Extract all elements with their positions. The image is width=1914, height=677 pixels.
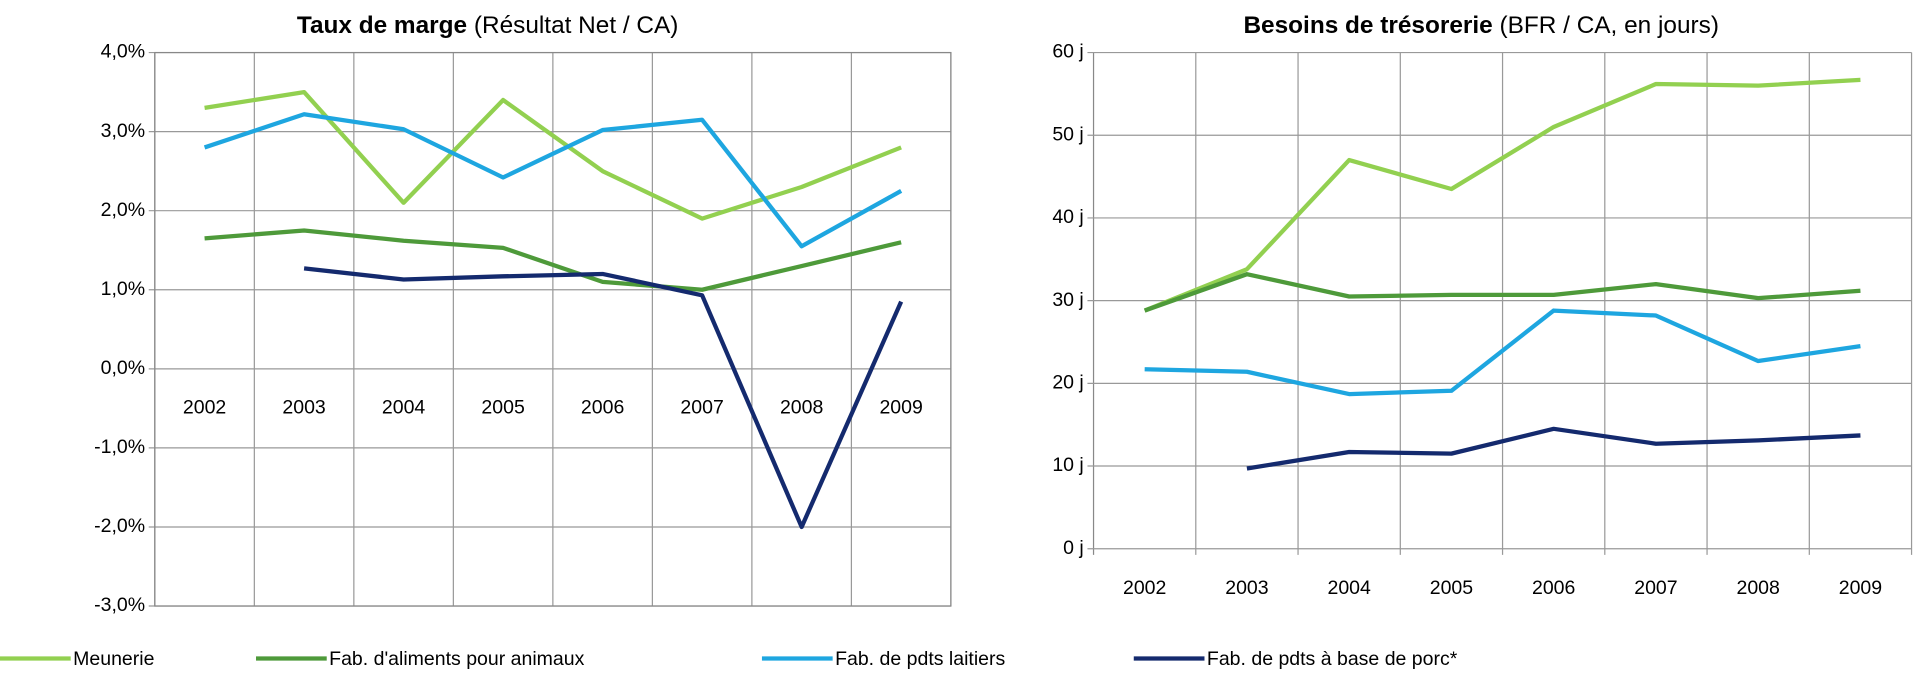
series-line: Fab. de pdts laitiers <box>1144 308 1861 397</box>
series-line: Fab. de pdts à base de porc* <box>1246 426 1861 471</box>
x-tick-label: 2002 <box>183 397 226 419</box>
plot-border <box>154 51 952 607</box>
x-tick-label: 2007 <box>680 397 723 419</box>
x-tick-label: 2007 <box>1634 577 1677 599</box>
y-tick-label: 1,0% <box>101 278 145 300</box>
y-tick-label: -1,0% <box>94 436 145 458</box>
y-tick-label: -2,0% <box>94 515 145 537</box>
series-line <box>303 266 904 530</box>
y-tick-label: 2,0% <box>101 199 145 221</box>
y-tick-label: 20 j <box>1052 371 1083 393</box>
x-tick-label: 2004 <box>382 397 426 419</box>
series-line <box>204 89 902 221</box>
chart-title: Taux de marge (Résultat Net / CA) <box>297 12 679 39</box>
y-tick-label: 0,0% <box>101 357 145 379</box>
y-tick-label: 60 j <box>1052 41 1083 63</box>
legend-label: Fab. d'aliments pour animaux <box>329 648 584 670</box>
title: Besoins de trésorerie <box>1243 12 1492 39</box>
x-tick-label: 2003 <box>282 397 325 419</box>
subtitle: (Résultat Net / CA) <box>474 12 679 39</box>
y-tick-label: 10 j <box>1052 454 1083 476</box>
y-tick-label: -3,0% <box>94 594 145 616</box>
title: Taux de marge <box>297 12 467 39</box>
legend-label: Fab. de pdts laitiers <box>835 648 1005 670</box>
legend-label: Fab. de pdts à base de porc* <box>1207 648 1458 670</box>
legend-label: Meunerie <box>73 648 154 670</box>
chart-title: Besoins de trésorerie (BFR / CA, en jour… <box>1243 12 1719 39</box>
series-line: Fab. d'aliments pour animaux <box>1143 272 1861 313</box>
y-tick-label: 4,0% <box>101 41 145 63</box>
x-tick-label: 2008 <box>780 397 823 419</box>
y-tick-label: 0 j <box>1063 537 1084 559</box>
series-line <box>204 228 902 292</box>
y-tick-label: 30 j <box>1052 289 1083 311</box>
x-tick-label: 2005 <box>481 397 525 419</box>
series-line: Meunerie <box>1143 77 1861 313</box>
subtitle: (BFR / CA, en jours) <box>1500 12 1719 39</box>
y-tick-label: 40 j <box>1052 206 1083 228</box>
x-tick-label: 2008 <box>1736 577 1779 599</box>
x-tick-label: 2005 <box>1430 577 1474 599</box>
x-tick-label: 2002 <box>1123 577 1166 599</box>
x-tick-label: 2009 <box>1839 577 1882 599</box>
series-line <box>203 112 903 249</box>
x-tick-label: 2006 <box>581 397 624 419</box>
y-tick-label: 3,0% <box>101 120 145 142</box>
x-tick-label: 2006 <box>1532 577 1575 599</box>
x-tick-label: 2004 <box>1327 577 1371 599</box>
x-tick-label: 2003 <box>1225 577 1268 599</box>
y-tick-label: 50 j <box>1052 123 1083 145</box>
x-tick-label: 2009 <box>879 397 922 419</box>
